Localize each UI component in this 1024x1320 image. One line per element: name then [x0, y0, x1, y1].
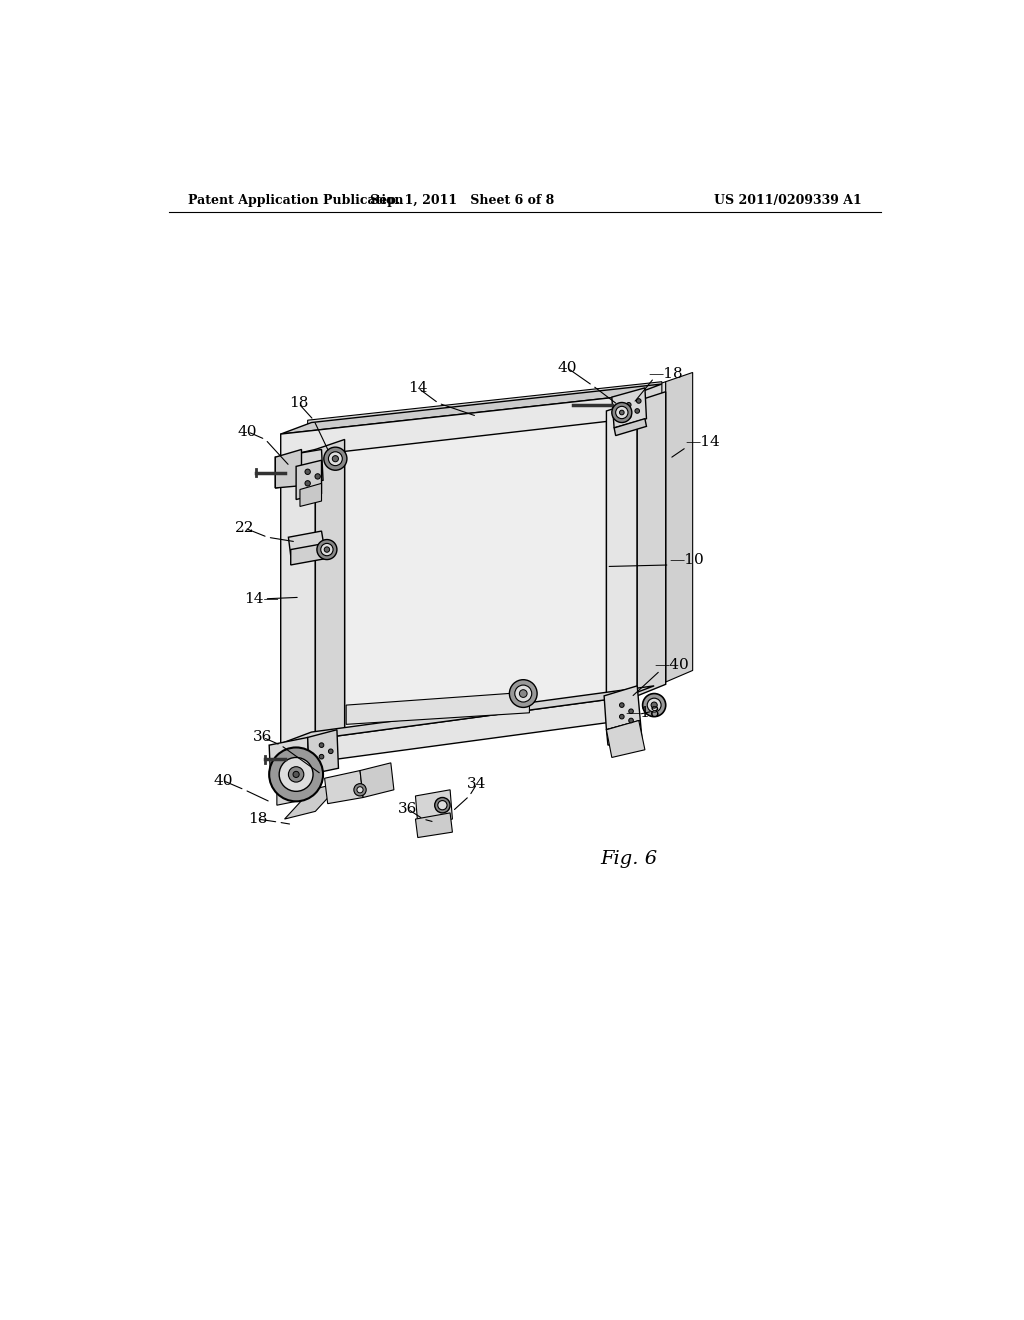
Circle shape — [329, 748, 333, 754]
Text: 40: 40 — [213, 774, 232, 788]
Polygon shape — [611, 388, 646, 428]
Text: 34: 34 — [467, 776, 486, 791]
Polygon shape — [275, 449, 323, 488]
Circle shape — [319, 743, 324, 747]
Polygon shape — [281, 396, 631, 459]
Polygon shape — [269, 738, 309, 780]
Polygon shape — [281, 384, 662, 434]
Circle shape — [324, 447, 347, 470]
Polygon shape — [325, 771, 364, 804]
Polygon shape — [281, 686, 654, 743]
Text: 22: 22 — [234, 521, 254, 535]
Circle shape — [438, 800, 447, 810]
Circle shape — [280, 758, 313, 791]
Circle shape — [620, 714, 625, 719]
Circle shape — [357, 787, 364, 793]
Polygon shape — [606, 721, 645, 758]
Circle shape — [637, 399, 641, 404]
Text: —18: —18 — [648, 367, 683, 381]
Polygon shape — [342, 438, 373, 737]
Polygon shape — [631, 381, 666, 693]
Polygon shape — [606, 721, 642, 744]
Text: 36: 36 — [253, 730, 272, 744]
Text: —14: —14 — [685, 434, 720, 449]
Text: 18: 18 — [248, 812, 267, 826]
Polygon shape — [289, 531, 325, 556]
Circle shape — [435, 797, 451, 813]
Polygon shape — [281, 449, 315, 750]
Circle shape — [315, 474, 321, 479]
Polygon shape — [281, 697, 624, 767]
Circle shape — [647, 698, 662, 711]
Polygon shape — [307, 730, 339, 775]
Circle shape — [651, 702, 657, 708]
Polygon shape — [276, 774, 315, 805]
Polygon shape — [360, 763, 394, 797]
Circle shape — [643, 693, 666, 717]
Text: 40: 40 — [557, 360, 577, 375]
Text: US 2011/0209339 A1: US 2011/0209339 A1 — [715, 194, 862, 207]
Polygon shape — [416, 789, 453, 825]
Circle shape — [354, 784, 367, 796]
Text: 36: 36 — [398, 803, 418, 816]
Circle shape — [316, 540, 337, 560]
Circle shape — [269, 747, 323, 801]
Text: Fig. 6: Fig. 6 — [600, 850, 657, 869]
Polygon shape — [291, 544, 325, 565]
Text: —40: —40 — [654, 659, 689, 672]
Circle shape — [635, 409, 640, 413]
Text: 14—: 14— — [244, 591, 279, 606]
Circle shape — [515, 685, 531, 702]
Text: Sep. 1, 2011   Sheet 6 of 8: Sep. 1, 2011 Sheet 6 of 8 — [370, 194, 554, 207]
Circle shape — [321, 544, 333, 556]
Circle shape — [611, 403, 632, 422]
Polygon shape — [637, 392, 666, 696]
Text: 40: 40 — [238, 425, 257, 438]
Polygon shape — [300, 483, 322, 507]
Circle shape — [289, 767, 304, 781]
Polygon shape — [614, 418, 646, 436]
Circle shape — [629, 718, 634, 723]
Polygon shape — [416, 813, 453, 837]
Polygon shape — [604, 686, 640, 730]
Circle shape — [325, 546, 330, 552]
Circle shape — [615, 407, 628, 418]
Polygon shape — [345, 401, 606, 734]
Circle shape — [519, 689, 527, 697]
Circle shape — [627, 414, 631, 418]
Circle shape — [629, 709, 634, 714]
Circle shape — [293, 771, 299, 777]
Text: —10: —10 — [670, 553, 705, 568]
Polygon shape — [275, 449, 301, 488]
Polygon shape — [666, 372, 692, 682]
Polygon shape — [606, 401, 637, 705]
Polygon shape — [346, 692, 529, 725]
Circle shape — [627, 403, 631, 407]
Circle shape — [620, 702, 625, 708]
Circle shape — [319, 755, 324, 759]
Text: Patent Application Publication: Patent Application Publication — [188, 194, 403, 207]
Circle shape — [620, 411, 625, 414]
Circle shape — [305, 480, 310, 486]
Circle shape — [329, 451, 342, 466]
Text: 18: 18 — [289, 396, 308, 411]
Text: 14: 14 — [408, 381, 428, 395]
Polygon shape — [296, 461, 322, 499]
Polygon shape — [307, 381, 662, 440]
Polygon shape — [315, 440, 345, 742]
Circle shape — [305, 469, 310, 474]
Text: —18: —18 — [625, 706, 659, 719]
Circle shape — [509, 680, 538, 708]
Polygon shape — [285, 781, 342, 818]
Polygon shape — [373, 428, 403, 726]
Circle shape — [333, 455, 339, 462]
